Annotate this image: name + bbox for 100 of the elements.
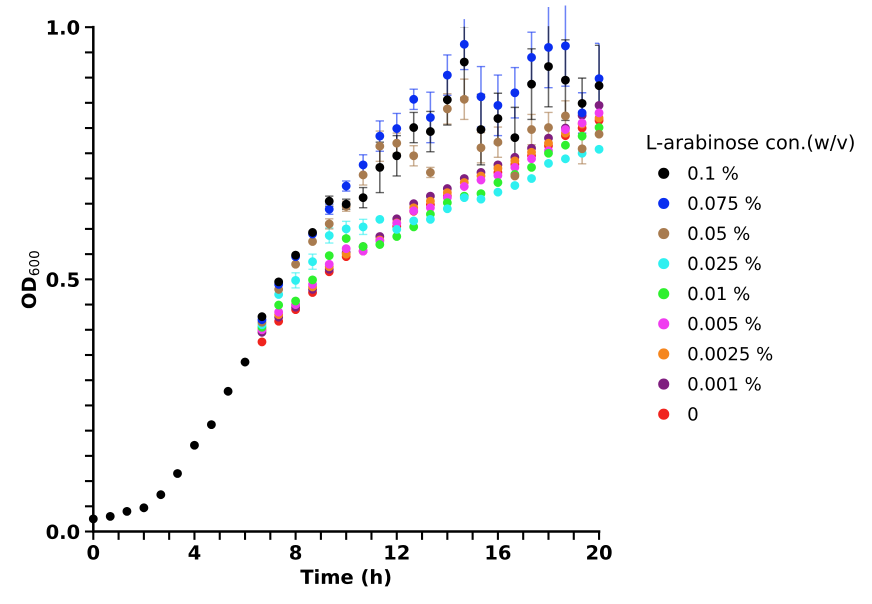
y-tick-label: 0.0 <box>46 524 80 540</box>
point <box>392 138 402 148</box>
point <box>460 182 469 191</box>
point <box>258 337 266 346</box>
point <box>122 506 132 516</box>
point <box>291 276 300 285</box>
point <box>510 162 520 172</box>
x-tick-label: 0 <box>87 545 100 560</box>
point <box>561 76 570 85</box>
point <box>258 312 266 322</box>
point <box>358 222 368 232</box>
point <box>594 81 604 90</box>
point <box>544 123 553 132</box>
point <box>510 133 520 142</box>
point <box>544 138 553 148</box>
point <box>392 225 402 234</box>
point <box>594 108 604 118</box>
legend-label: 0.01 % <box>688 286 750 300</box>
point <box>442 204 452 214</box>
point <box>358 170 368 180</box>
point <box>139 503 148 512</box>
point <box>358 160 368 170</box>
point <box>342 244 351 253</box>
point <box>375 214 384 224</box>
point <box>324 251 334 260</box>
point <box>527 162 536 172</box>
point <box>544 62 553 71</box>
x-tick-label: 4 <box>188 545 200 560</box>
y-axis-title: OD$_{600}$ <box>21 251 40 308</box>
point <box>494 178 502 187</box>
point <box>510 181 520 190</box>
point <box>578 108 587 118</box>
legend-label: 0.0025 % <box>688 346 772 361</box>
point <box>578 98 587 108</box>
point <box>88 514 98 524</box>
point <box>190 440 199 450</box>
point <box>409 94 418 104</box>
x-tick-label: 20 <box>587 545 612 560</box>
point <box>578 144 587 154</box>
point <box>527 53 536 62</box>
point <box>375 132 384 141</box>
point <box>476 92 486 102</box>
point <box>392 124 402 133</box>
point <box>426 214 435 224</box>
point <box>224 386 232 396</box>
point <box>392 151 402 160</box>
point <box>375 162 384 172</box>
point <box>442 104 452 114</box>
legend-label: 0.025 % <box>688 256 761 270</box>
point <box>476 125 486 134</box>
point <box>342 234 351 243</box>
point <box>442 70 452 80</box>
point <box>476 194 486 204</box>
point <box>460 58 469 66</box>
legend-label: 0 <box>688 407 698 421</box>
point <box>460 94 469 104</box>
y-tick-label: 1.0 <box>48 20 80 35</box>
point <box>578 132 587 141</box>
point <box>494 138 502 147</box>
point <box>324 231 334 240</box>
point <box>442 95 452 104</box>
legend-label: 0.001 % <box>688 377 761 391</box>
point <box>426 113 435 122</box>
point <box>156 490 166 500</box>
point <box>291 296 300 306</box>
point <box>375 240 384 249</box>
point <box>544 158 553 168</box>
point <box>409 123 418 132</box>
legend-title: L-arabinose con.(w/v) <box>648 134 854 152</box>
legend-label: 0.005 % <box>688 316 761 330</box>
point <box>106 512 115 521</box>
x-tick-label: 12 <box>385 545 409 560</box>
point <box>527 125 536 134</box>
point <box>544 148 553 158</box>
point <box>409 151 418 160</box>
point <box>460 40 469 49</box>
point <box>274 300 284 310</box>
point <box>274 277 284 286</box>
point <box>240 358 250 366</box>
point <box>527 154 536 164</box>
x-tick-label: 16 <box>486 545 510 560</box>
point <box>308 257 317 266</box>
point <box>561 154 570 164</box>
y-tick-label: 0.5 <box>46 272 79 288</box>
point <box>308 275 317 284</box>
point <box>494 188 502 196</box>
point <box>324 260 334 269</box>
point <box>561 140 570 150</box>
point <box>594 130 604 138</box>
legend-label: 0.1 % <box>688 166 738 180</box>
point <box>561 41 570 50</box>
point <box>207 420 216 429</box>
point <box>544 42 553 52</box>
point <box>494 100 502 110</box>
point <box>510 88 520 98</box>
point <box>594 100 604 110</box>
point <box>494 114 502 123</box>
point <box>476 143 486 152</box>
point <box>476 176 486 184</box>
point <box>527 80 536 89</box>
